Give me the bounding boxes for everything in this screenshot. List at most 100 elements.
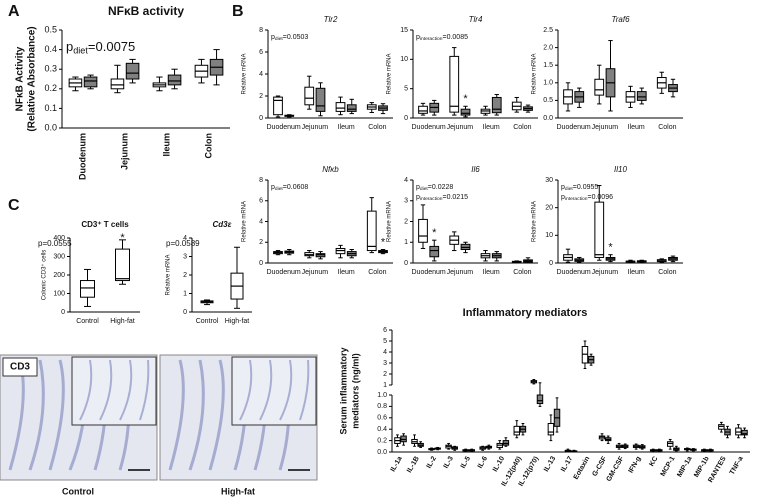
annotation: pdiet=0.0955 <box>561 184 598 192</box>
x-tick-label: Jejunum <box>119 133 129 170</box>
y-tick-label: 30 <box>545 177 553 184</box>
annotation-part: =0.0085 <box>442 34 468 41</box>
y-axis-label: Relative mRNA <box>387 53 393 94</box>
y-axis-label: NFκB Activity <box>15 46 26 111</box>
annotation: pdiet=0.0075 <box>66 39 135 55</box>
annotation: pdiet=0.0228 <box>416 184 453 192</box>
y-tick-label: 0.5 <box>543 97 553 104</box>
box <box>636 91 647 101</box>
annotation: pinteraction=0.0085 <box>416 34 468 42</box>
box <box>418 218 428 243</box>
chart-title: Il10 <box>614 165 627 174</box>
chart-title: CD3⁺ T cells <box>81 220 129 229</box>
panel-label: A <box>8 3 20 20</box>
micrograph-caption: Control <box>62 486 94 496</box>
x-tick-label: IL-10 <box>492 455 506 473</box>
box <box>80 280 95 298</box>
box <box>346 104 357 112</box>
x-tick-label: IL-1a <box>390 455 404 473</box>
y-tick-label: 1.0 <box>377 392 387 399</box>
box <box>594 201 605 258</box>
y-tick-label: 8 <box>259 177 263 184</box>
annotation-part: p <box>271 184 275 191</box>
y-tick-label: 3 <box>383 360 387 367</box>
y-tick-label: 4 <box>383 349 387 356</box>
x-tick-label: Jejunum <box>302 124 329 131</box>
x-tick-label: IL-2 <box>426 455 438 469</box>
y-tick-label: 4 <box>404 177 408 184</box>
x-tick-label: TNF-a <box>729 455 745 476</box>
box <box>460 108 471 116</box>
x-tick-label: Duodenum <box>557 124 591 131</box>
x-tick-label: Colon <box>368 124 386 131</box>
x-tick-label: IL-5 <box>460 455 472 469</box>
y-axis-label: Relative mRNA <box>532 53 538 94</box>
y-axis-label: Relative mRNA <box>532 201 538 242</box>
annotation-part: diet <box>420 186 429 192</box>
y-tick-label: 5 <box>383 338 387 345</box>
box <box>513 425 521 436</box>
y-tick-label: 10 <box>400 56 408 63</box>
y-tick-label: 1.0 <box>543 80 553 87</box>
annotation: p=0.0555 <box>38 239 72 248</box>
y-tick-label: 0.6 <box>377 415 387 422</box>
x-tick-label: IL-3 <box>443 455 455 469</box>
annotation-part: p <box>416 34 420 41</box>
box <box>418 105 428 114</box>
chart-title: NFκB activity <box>108 4 184 18</box>
x-tick-label: IL-17 <box>560 455 574 473</box>
y-tick-label: 5 <box>404 86 408 93</box>
micrograph-caption: High-fat <box>221 486 255 496</box>
box <box>167 74 182 86</box>
x-tick-label: Jejunum <box>592 124 619 131</box>
x-tick-label: Duodenum <box>412 124 446 131</box>
stain-label: CD3 <box>10 362 30 373</box>
annotation-part: =0.0075 <box>88 39 135 54</box>
x-tick-label: IL-6 <box>477 455 489 469</box>
annotation-part: p <box>561 184 565 191</box>
annotation-part: interaction <box>565 196 588 202</box>
micrograph-control: CD3 <box>0 354 158 481</box>
y-axis-label: mediators (ng/ml) <box>350 353 360 429</box>
chart-title: Il6 <box>471 165 480 174</box>
box <box>366 210 377 252</box>
x-tick-label: Ileum <box>161 133 171 157</box>
y-tick-label: 8 <box>259 27 263 34</box>
x-tick-label: Eotaxin <box>573 455 592 480</box>
y-axis-label: Relative mRNA <box>387 201 393 242</box>
y-tick-label: 4 <box>259 218 263 225</box>
annotation: p=0.0589 <box>166 239 200 248</box>
x-tick-label: Ileum <box>628 269 645 276</box>
significance-star: * <box>608 242 613 254</box>
y-axis-label: Colonic CD3⁺ cells <box>41 250 48 301</box>
box <box>429 245 440 258</box>
annotation-part: =0.0215 <box>442 194 468 201</box>
x-tick-label: High-fat <box>110 318 135 325</box>
y-tick-label: 0.8 <box>377 403 387 410</box>
x-tick-label: Colon <box>513 269 531 276</box>
y-tick-label: 0 <box>61 309 65 316</box>
annotation-part: =0.0608 <box>283 184 309 191</box>
y-tick-label: 0.3 <box>44 64 57 74</box>
box <box>304 86 315 106</box>
y-axis-label: Serum inflammatory <box>338 347 348 434</box>
box <box>741 429 748 436</box>
box <box>110 78 125 90</box>
box <box>273 96 283 116</box>
annotation-part: =0.0228 <box>428 184 454 191</box>
x-tick-label: Jejunum <box>592 269 619 276</box>
y-axis-label: Relative mRNA <box>242 53 248 94</box>
y-tick-label: 1 <box>383 382 387 389</box>
annotation-part: diet <box>275 186 284 192</box>
chart-title: Tlr4 <box>469 15 483 24</box>
y-tick-label: 6 <box>259 198 263 205</box>
y-tick-label: 0.0 <box>44 122 57 132</box>
x-tick-label: Colon <box>513 124 531 131</box>
annotation-part: diet <box>565 186 574 192</box>
significance-star: * <box>463 93 468 105</box>
annotation-part: p=0.0555 <box>38 239 72 248</box>
x-tick-label: Colon <box>658 269 676 276</box>
x-tick-label: Control <box>76 318 99 325</box>
x-tick-label: Ileum <box>483 269 500 276</box>
x-tick-label: Ileum <box>628 124 645 131</box>
